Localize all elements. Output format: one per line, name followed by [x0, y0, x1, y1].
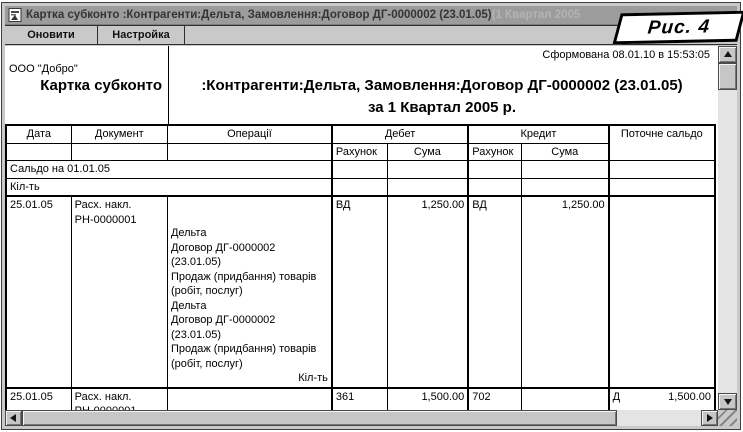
company-name: ООО "Добро" — [9, 63, 78, 75]
empty-cell — [467, 177, 522, 197]
report-header: Сформована 08.01.10 в 15:53:05 ООО "Добр… — [5, 46, 716, 124]
empty-cell — [386, 160, 469, 179]
subconto-table: Дата Документ Операції Дебет Кредит Пото… — [5, 124, 716, 410]
left-arrow-icon — [6, 414, 16, 422]
window-title-faded: (1 Квартал 2005 — [491, 9, 581, 21]
empty-cell — [166, 142, 333, 161]
empty-cell — [467, 160, 522, 179]
title-bar: Картка субконто :Контрагенти:Дельта, Зам… — [5, 6, 737, 25]
empty-cell — [330, 177, 388, 197]
window-title: Картка субконто :Контрагенти:Дельта, Зам… — [26, 9, 492, 21]
operation-footer: Кіл-ть — [298, 372, 328, 384]
scroll-down-button[interactable] — [718, 393, 737, 410]
up-arrow-icon — [723, 47, 732, 57]
right-arrow-icon — [707, 414, 717, 422]
empty-cell — [70, 142, 168, 161]
cell-operation: Дельта Договор ДГ-0000002 (23.01.05) Про… — [166, 195, 333, 389]
col-header-credit: Кредит — [467, 124, 610, 144]
report-icon — [8, 8, 22, 22]
figure-label: Рис. 4 — [612, 10, 743, 45]
settings-button[interactable]: Настройка — [98, 26, 185, 44]
col-header-balance: Поточне сальдо — [607, 124, 716, 161]
col-header-operation: Операції — [166, 124, 333, 144]
empty-cell — [330, 160, 388, 179]
col-header-debit-account: Рахунок — [330, 142, 388, 161]
balance-sum: 1,500.00 — [668, 390, 711, 403]
cell-document: Расх. накл. РН-0000001 — [70, 387, 168, 410]
operation-lines: Дельта — [171, 390, 328, 411]
report-title-left: Картка субконто — [40, 77, 162, 94]
col-header-date: Дата — [5, 124, 72, 144]
cell-date: 25.01.05 — [5, 387, 72, 410]
cell-debit-account: ВД — [330, 195, 388, 389]
report-period: за 1 Квартал 2005 р. — [367, 99, 516, 116]
empty-cell — [386, 177, 469, 197]
operation-lines: Дельта Договор ДГ-0000002 (23.01.05) Про… — [170, 227, 317, 370]
empty-cell — [5, 142, 72, 161]
scroll-up-button[interactable] — [718, 46, 737, 63]
empty-cell — [520, 177, 610, 197]
cell-date: 25.01.05 — [5, 195, 72, 389]
empty-cell — [607, 160, 716, 179]
empty-cell — [607, 177, 716, 197]
col-header-document: Документ — [70, 124, 168, 144]
table-row: 25.01.05 Расх. накл. РН-0000001 Дельта Д… — [5, 195, 716, 389]
cell-debit-sum: 1,500.00 — [386, 387, 469, 410]
saldo-row-label: Сальдо на 01.01.05 — [5, 160, 333, 179]
vertical-scrollbar[interactable] — [718, 46, 737, 410]
scroll-right-button[interactable] — [701, 410, 718, 426]
cell-credit-sum: 1,250.00 — [520, 195, 610, 389]
generated-timestamp: Сформована 08.01.10 в 15:53:05 — [542, 49, 710, 61]
cell-debit-sum: 1,250.00 — [386, 195, 469, 389]
down-arrow-icon — [723, 399, 732, 409]
balance-side: Д — [612, 390, 621, 403]
cell-credit-account: ВД — [467, 195, 522, 389]
horizontal-scroll-thumb[interactable] — [22, 410, 617, 426]
header-divider — [168, 46, 169, 124]
resize-grip[interactable] — [718, 410, 737, 426]
col-header-debit: Дебет — [330, 124, 469, 144]
qty-row-label: Кіл-ть — [5, 177, 333, 197]
col-header-credit-sum: Сума — [520, 142, 610, 161]
cell-credit-account: 702 — [467, 387, 522, 410]
toolbar: Оновити Настройка — [5, 25, 737, 45]
cell-operation: Дельта — [166, 387, 333, 411]
cell-debit-account: 361 — [330, 387, 388, 410]
vertical-scroll-thumb[interactable] — [718, 63, 737, 90]
cell-balance: Д 1,500.00 — [607, 387, 716, 410]
col-header-debit-sum: Сума — [386, 142, 469, 161]
refresh-button[interactable]: Оновити — [5, 26, 98, 44]
cell-credit-sum — [520, 387, 610, 410]
table-row: 25.01.05 Расх. накл. РН-0000001 Дельта 3… — [5, 387, 716, 411]
empty-cell — [520, 160, 610, 179]
scroll-left-button[interactable] — [5, 410, 22, 426]
cell-document: Расх. накл. РН-0000001 — [70, 195, 168, 389]
cell-balance — [607, 195, 716, 389]
col-header-credit-account: Рахунок — [467, 142, 522, 161]
report-area: Сформована 08.01.10 в 15:53:05 ООО "Добр… — [5, 46, 718, 410]
report-title-right: :Контрагенти:Дельта, Замовлення:Договор … — [201, 77, 683, 94]
figure-label-text: Рис. 4 — [646, 15, 712, 39]
horizontal-scrollbar[interactable] — [5, 410, 718, 426]
